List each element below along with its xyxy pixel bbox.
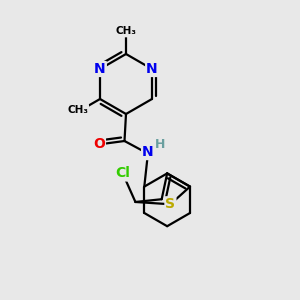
Text: N: N bbox=[94, 62, 106, 76]
Text: CH₃: CH₃ bbox=[67, 105, 88, 115]
Text: H: H bbox=[155, 138, 166, 151]
Text: N: N bbox=[146, 62, 158, 76]
Text: CH₃: CH₃ bbox=[116, 26, 136, 37]
Text: N: N bbox=[142, 145, 154, 159]
Text: Cl: Cl bbox=[115, 167, 130, 181]
Text: O: O bbox=[93, 137, 105, 151]
Text: S: S bbox=[165, 197, 176, 211]
